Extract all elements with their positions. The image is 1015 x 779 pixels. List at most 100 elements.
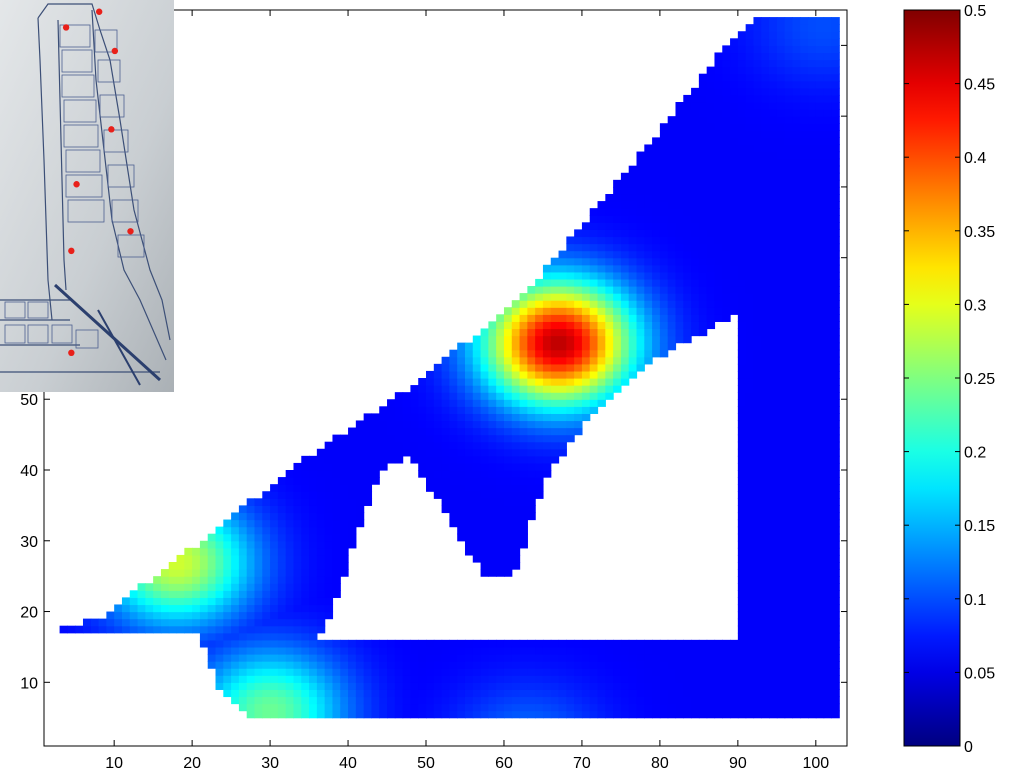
heatmap-cell (293, 519, 302, 528)
heatmap-cell (800, 94, 809, 103)
heatmap-cell (464, 434, 474, 443)
heatmap-cell (730, 300, 739, 308)
heatmap-cell (262, 639, 271, 648)
heatmap-cell (652, 646, 661, 655)
heatmap-cell (784, 491, 794, 499)
heatmap-cell (527, 286, 536, 294)
heatmap-cell (776, 470, 786, 478)
heatmap-cell (628, 257, 638, 266)
heatmap-cell (823, 186, 833, 195)
heatmap-cell (620, 179, 630, 188)
heatmap-cell (246, 611, 256, 620)
heatmap-cell (636, 172, 645, 181)
inset-marker (108, 126, 115, 133)
heatmap-cell (605, 703, 614, 712)
heatmap-cell (457, 470, 466, 478)
heatmap-cell (737, 703, 747, 712)
heatmap-cell (433, 441, 443, 450)
heatmap-cell (309, 583, 318, 591)
heatmap-cell (426, 703, 435, 712)
heatmap-cell (745, 80, 755, 89)
heatmap-cell (823, 448, 833, 457)
heatmap-cell (675, 654, 684, 662)
heatmap-cell (737, 109, 747, 117)
heatmap-cell (176, 597, 185, 606)
heatmap-cell (394, 399, 404, 407)
heatmap-cell (605, 370, 614, 379)
heatmap-cell (472, 710, 482, 719)
heatmap-cell (566, 349, 575, 358)
heatmap-cell (605, 356, 614, 365)
heatmap-cell (823, 470, 833, 478)
heatmap-cell (324, 491, 334, 499)
heatmap-cell (636, 243, 645, 252)
heatmap-cell (730, 654, 739, 662)
heatmap-cell (215, 625, 224, 634)
heatmap-cell (371, 441, 380, 450)
heatmap-cell (168, 583, 178, 591)
heatmap-cell (714, 165, 723, 174)
heatmap-cell (309, 682, 318, 690)
heatmap-cell (745, 151, 755, 160)
heatmap-cell (776, 349, 786, 358)
heatmap-cell (683, 307, 692, 315)
heatmap-cell (753, 448, 762, 457)
heatmap-cell (433, 675, 443, 683)
heatmap-cell (714, 696, 723, 705)
heatmap-cell (480, 540, 489, 549)
heatmap-cell (480, 710, 489, 719)
heatmap-cell (831, 413, 840, 422)
heatmap-cell (550, 392, 560, 400)
heatmap-cell (519, 349, 528, 358)
heatmap-cell (776, 597, 786, 606)
heatmap-cell (745, 24, 755, 32)
heatmap-cell (542, 689, 552, 698)
heatmap-cell (613, 349, 622, 358)
heatmap-cell (363, 413, 373, 422)
heatmap-cell (418, 668, 427, 676)
heatmap-cell (176, 576, 185, 584)
heatmap-cell (667, 668, 677, 676)
heatmap-cell (293, 625, 302, 634)
heatmap-cell (168, 611, 178, 620)
heatmap-cell (145, 583, 154, 591)
heatmap-cell (815, 109, 825, 117)
heatmap-cell (270, 668, 279, 676)
heatmap-cell (706, 179, 716, 188)
heatmap-cell (675, 335, 684, 344)
heatmap-cell (784, 618, 794, 627)
heatmap-cell (800, 321, 809, 330)
heatmap-cell (192, 554, 201, 563)
heatmap-cell (480, 639, 489, 648)
heatmap-cell (753, 597, 762, 606)
heatmap-cell (293, 689, 302, 698)
heatmap-cell (628, 682, 638, 690)
heatmap-cell (277, 576, 287, 584)
heatmap-cell (355, 455, 365, 464)
heatmap-cell (753, 179, 762, 188)
heatmap-cell (472, 477, 482, 485)
heatmap-cell (706, 215, 716, 223)
heatmap-cell (542, 307, 552, 315)
heatmap-cell (769, 130, 778, 138)
heatmap-cell (823, 646, 833, 655)
heatmap-cell (636, 286, 645, 294)
heatmap-cell (815, 194, 825, 202)
heatmap-cell (309, 576, 318, 584)
heatmap-cell (761, 583, 770, 591)
heatmap-cell (815, 116, 825, 124)
heatmap-cell (324, 696, 334, 705)
heatmap-cell (769, 547, 778, 556)
heatmap-cell (776, 696, 786, 705)
heatmap-cell (667, 116, 677, 124)
heatmap-cell (387, 441, 396, 450)
heatmap-cell (472, 385, 482, 393)
heatmap-cell (324, 576, 334, 584)
heatmap-cell (418, 689, 427, 698)
heatmap-cell (597, 349, 606, 358)
heatmap-cell (597, 321, 606, 330)
heatmap-cell (503, 646, 513, 655)
heatmap-cell (737, 526, 747, 535)
heatmap-cell (301, 512, 310, 521)
heatmap-cell (769, 356, 778, 365)
